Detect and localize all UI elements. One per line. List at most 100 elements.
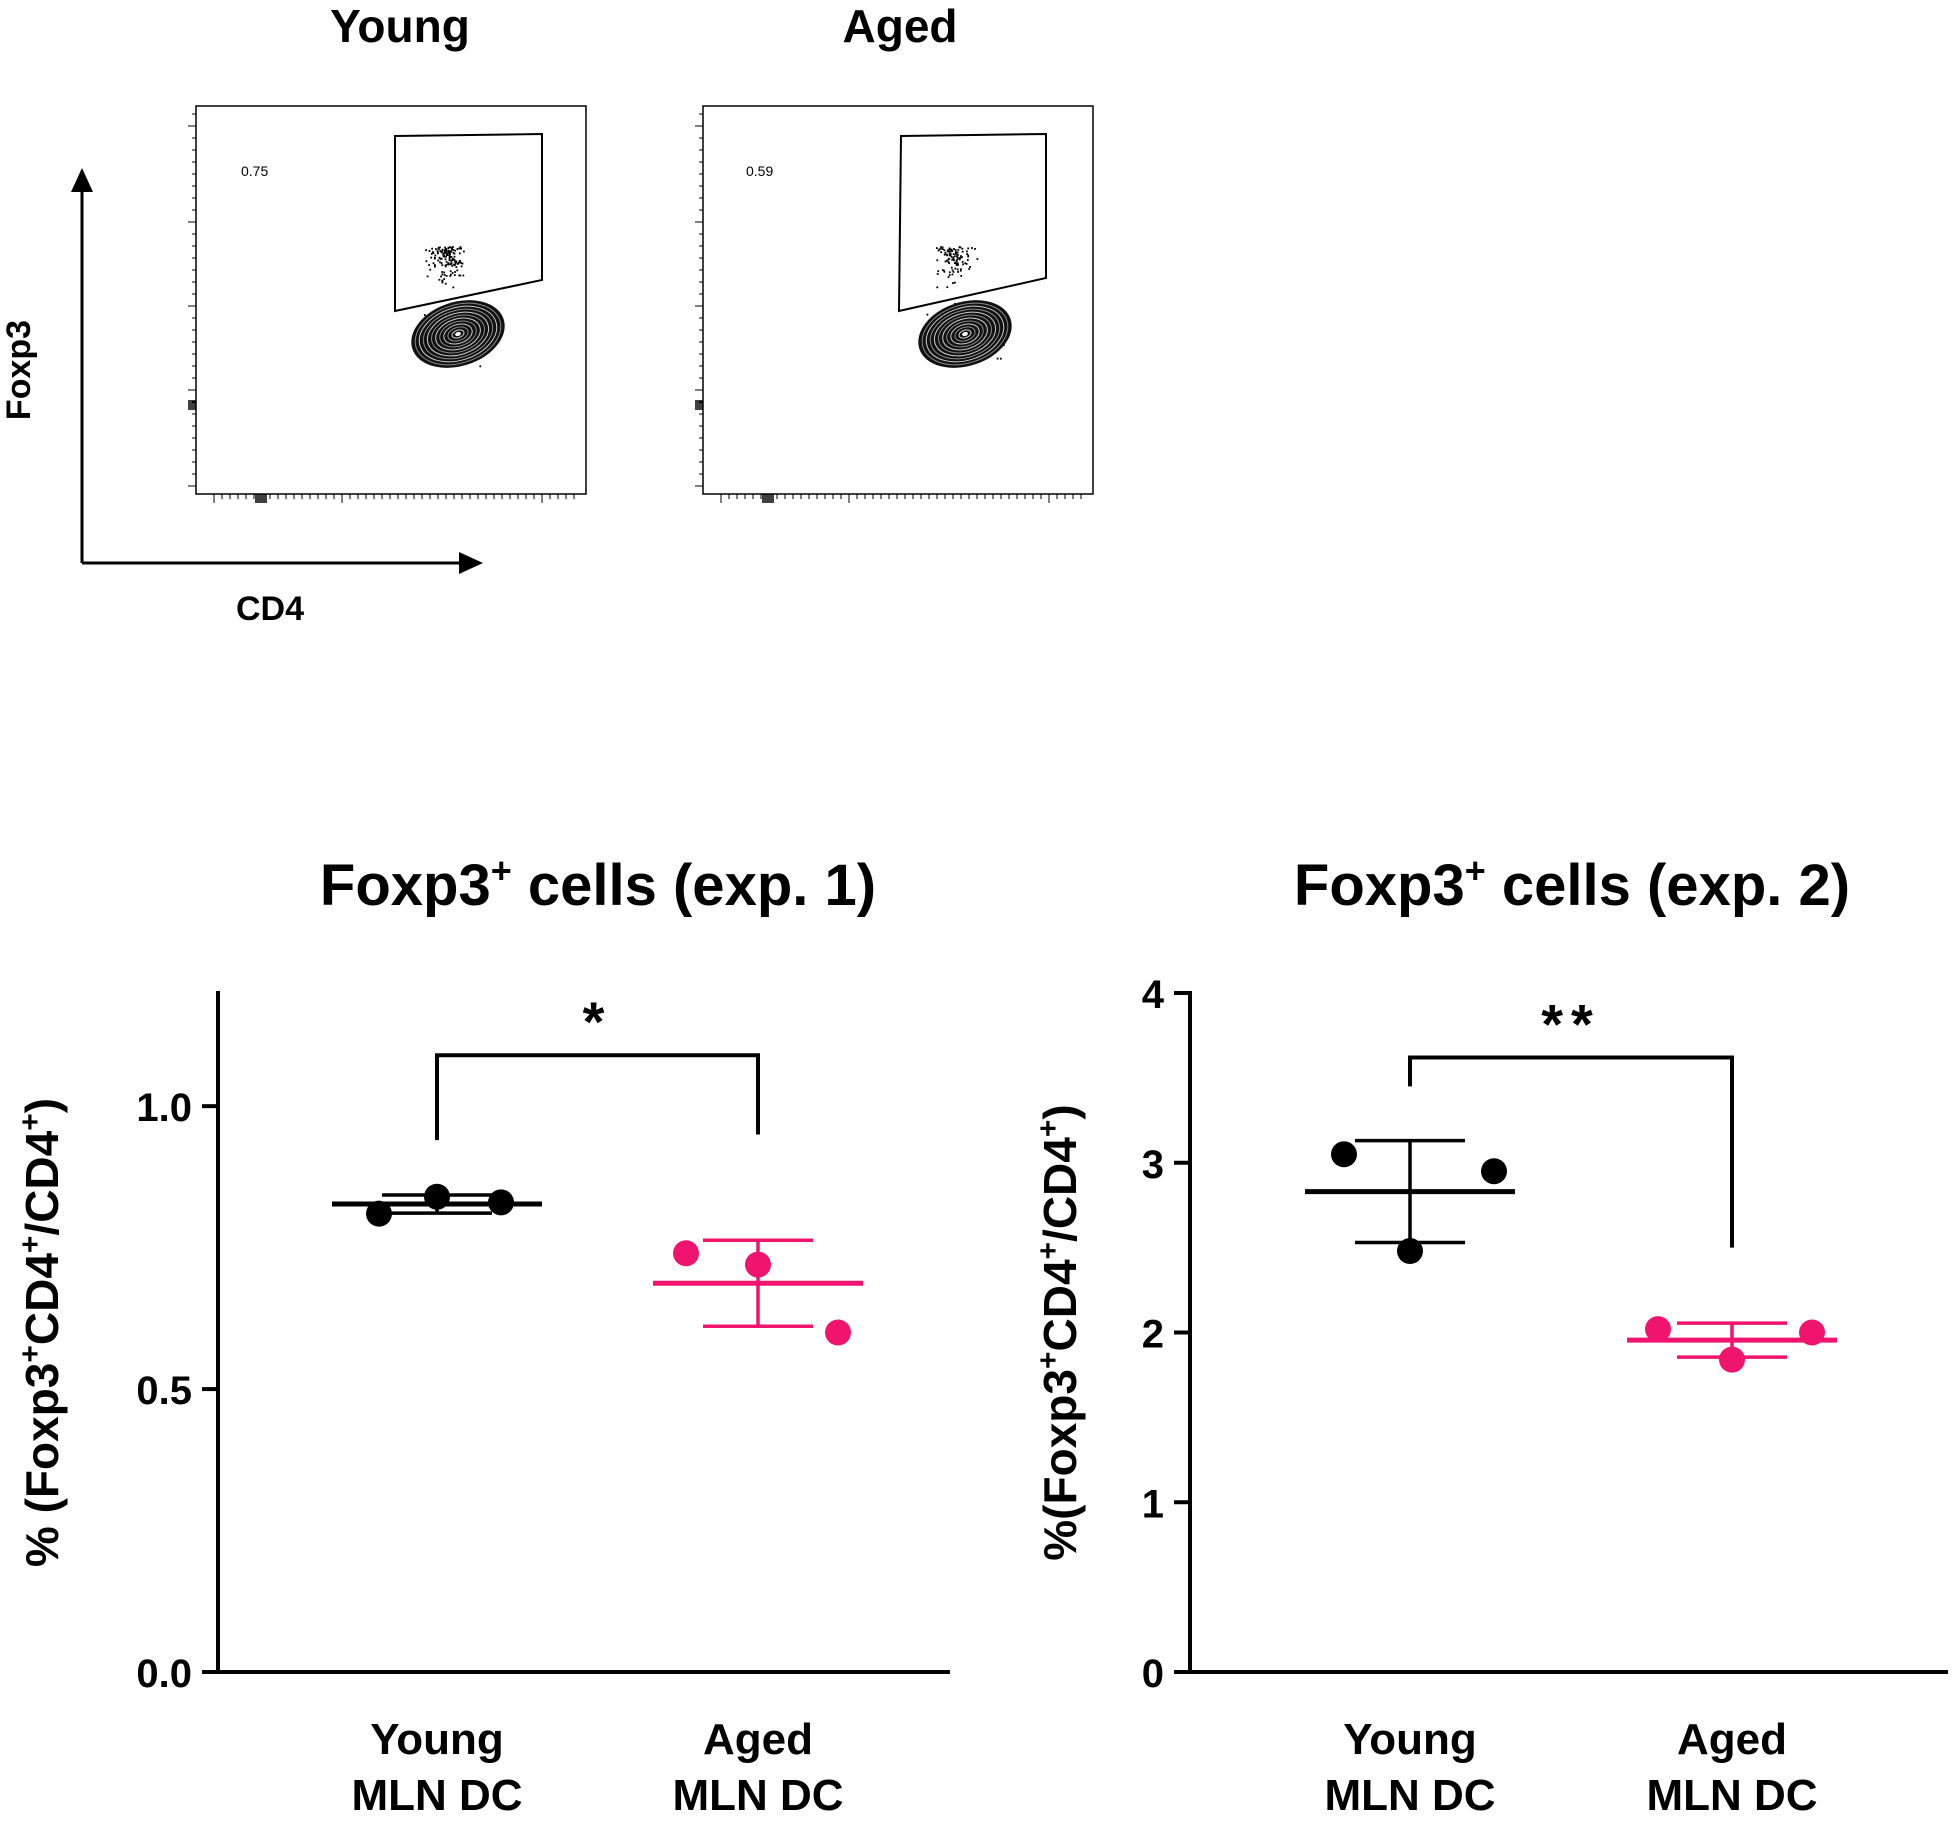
facs-contour [929,308,1001,360]
facs-contour [933,311,997,357]
facs-event [957,248,960,251]
facs-event [450,261,453,264]
facs-event [428,250,431,252]
facs-event [438,256,441,259]
facs-event [950,256,953,258]
facs-event [451,265,454,267]
facs-event [947,248,950,251]
data-point [673,1240,699,1267]
facs-event [443,252,446,254]
facs-contour [942,317,988,351]
facs-event [450,273,452,276]
chart-exp2: Foxp3+ cells (exp. 2) %(Foxp3+CD4+/CD4+) 0… [1032,850,1948,1820]
facs-contour [443,323,473,345]
facs-event [443,271,446,274]
facs-event [432,262,435,265]
facs-event [450,247,453,249]
facs-event [952,256,955,259]
series-0 [1305,1138,1515,1265]
y-axis-label: %(Foxp3+CD4+/CD4+) [1032,1104,1086,1560]
series-1 [653,1238,863,1346]
facs-event [937,249,940,252]
facs-event [452,249,455,251]
facs-x-ticks [213,494,575,503]
facs-event [452,246,454,248]
facs-event [441,273,444,276]
facs-event [425,260,428,263]
facs-event [425,249,427,252]
facs-event [458,252,461,255]
facs-contour [414,302,502,366]
facs-event [434,264,436,266]
facs-event [946,259,948,262]
facs-event [948,257,950,260]
facs-event [457,263,459,265]
facs-contour [422,308,494,360]
facs-event [948,250,950,253]
x-arrow-icon [459,552,483,574]
facs-event [447,262,450,264]
facs-contours [918,300,1012,368]
facs-event [455,260,458,263]
facs-event [956,262,959,265]
facs-event [936,286,939,289]
facs-event [434,254,437,257]
chart-title: Foxp3+ cells (exp. 2) [1294,850,1850,918]
facs-contour [962,331,968,337]
facs-event [452,251,455,254]
y-tick-label: 4 [1142,973,1165,1017]
facs-event [449,246,452,249]
facs-event [445,275,448,277]
facs-event [434,265,436,268]
facs-event [437,259,440,262]
facs-event [457,261,460,264]
facs-orientation-axes [71,168,483,574]
facs-event [955,251,957,253]
facs-y-axis-label: Foxp3 [0,320,38,420]
facs-event [948,262,950,265]
facs-contour [447,326,469,342]
facs-event [451,259,454,261]
facs-event [460,247,462,250]
facs-event [943,249,946,252]
significance-bracket [1408,1055,1734,1248]
facs-event [450,262,453,265]
facs-event [443,249,446,252]
facs-event [969,266,971,268]
facs-event [961,260,964,263]
facs-event [941,248,944,250]
facs-event [958,258,961,261]
facs-event [946,250,949,253]
facs-event [956,268,959,271]
facs-event [937,270,940,273]
facs-event [961,250,964,253]
facs-contour [921,302,1009,366]
facs-event [951,250,954,252]
facs-event [446,263,449,266]
facs-event [454,271,456,273]
data-point [1719,1346,1745,1373]
x-category-label: Young [370,1715,504,1764]
facs-event [952,271,955,273]
facs-event [452,286,455,289]
facs-contour [426,311,490,357]
facs-event [450,259,453,262]
facs-event [445,255,447,258]
facs-event [448,257,451,260]
facs-event [448,253,451,256]
facs-event [948,247,951,250]
significance-label: * [583,990,613,1053]
facs-gate [394,132,543,313]
y-tick-label: 0.0 [136,1652,192,1696]
facs-event [432,252,435,254]
facs-event [436,250,439,252]
facs-frame [702,105,1094,495]
facs-event [957,264,959,266]
y-tick-label: 3 [1142,1143,1164,1187]
facs-event [439,257,442,260]
facs-event [444,265,447,268]
facs-event [444,282,447,285]
facs-event [948,254,951,257]
facs-event [459,260,461,262]
facs-event [433,257,436,260]
